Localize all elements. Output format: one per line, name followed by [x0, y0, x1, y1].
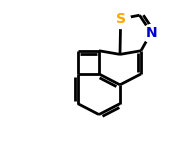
Text: S: S [116, 12, 126, 26]
Text: N: N [145, 26, 157, 40]
